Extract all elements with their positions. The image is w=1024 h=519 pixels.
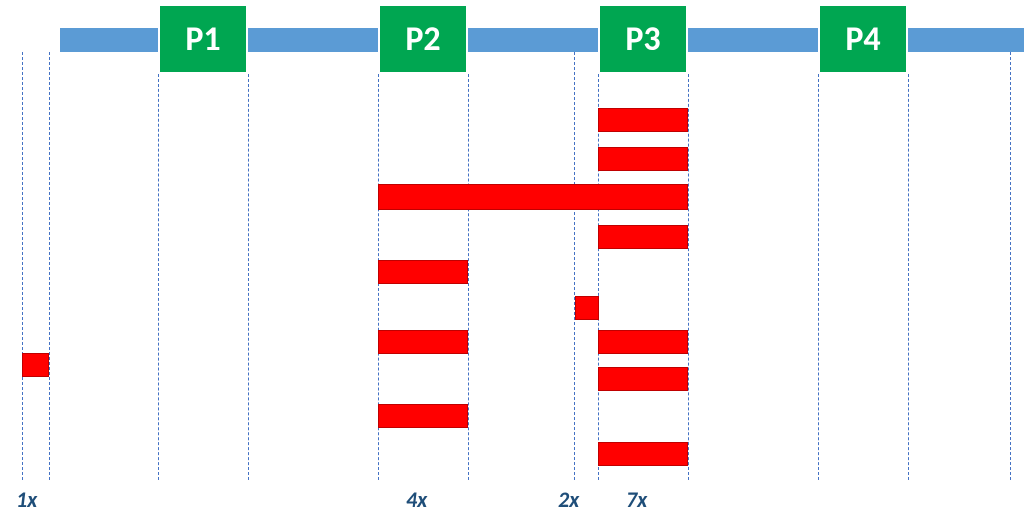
task-block xyxy=(378,260,468,284)
task-block xyxy=(378,330,468,354)
guide-line xyxy=(1010,52,1011,480)
guide-line xyxy=(574,52,575,480)
guide-line xyxy=(22,52,23,480)
task-block xyxy=(22,353,49,377)
process-box-p4: P4 xyxy=(818,4,908,74)
task-block xyxy=(378,184,688,210)
guide-line xyxy=(468,74,469,480)
task-block xyxy=(598,108,688,132)
guide-line xyxy=(908,74,909,480)
count-label: 1x xyxy=(16,486,37,513)
process-box-p2: P2 xyxy=(378,4,468,74)
guide-line xyxy=(818,74,819,480)
count-label: 4x xyxy=(406,486,427,513)
guide-line xyxy=(248,74,249,480)
guide-line xyxy=(158,74,159,480)
task-block xyxy=(378,404,468,428)
guide-line xyxy=(49,52,50,480)
task-block xyxy=(598,225,688,249)
count-label: 7x xyxy=(626,486,647,513)
diagram-stage: P1 P2 P3 P4 1x 4x 2x 7x xyxy=(0,0,1024,519)
process-box-p1: P1 xyxy=(158,4,248,74)
process-box-p3: P3 xyxy=(598,4,688,74)
task-block xyxy=(598,442,688,466)
task-block xyxy=(598,147,688,171)
count-label: 2x xyxy=(558,486,579,513)
task-block xyxy=(598,330,688,354)
guide-line xyxy=(598,74,599,480)
task-block xyxy=(575,296,599,320)
guide-line xyxy=(688,74,689,480)
task-block xyxy=(598,367,688,391)
